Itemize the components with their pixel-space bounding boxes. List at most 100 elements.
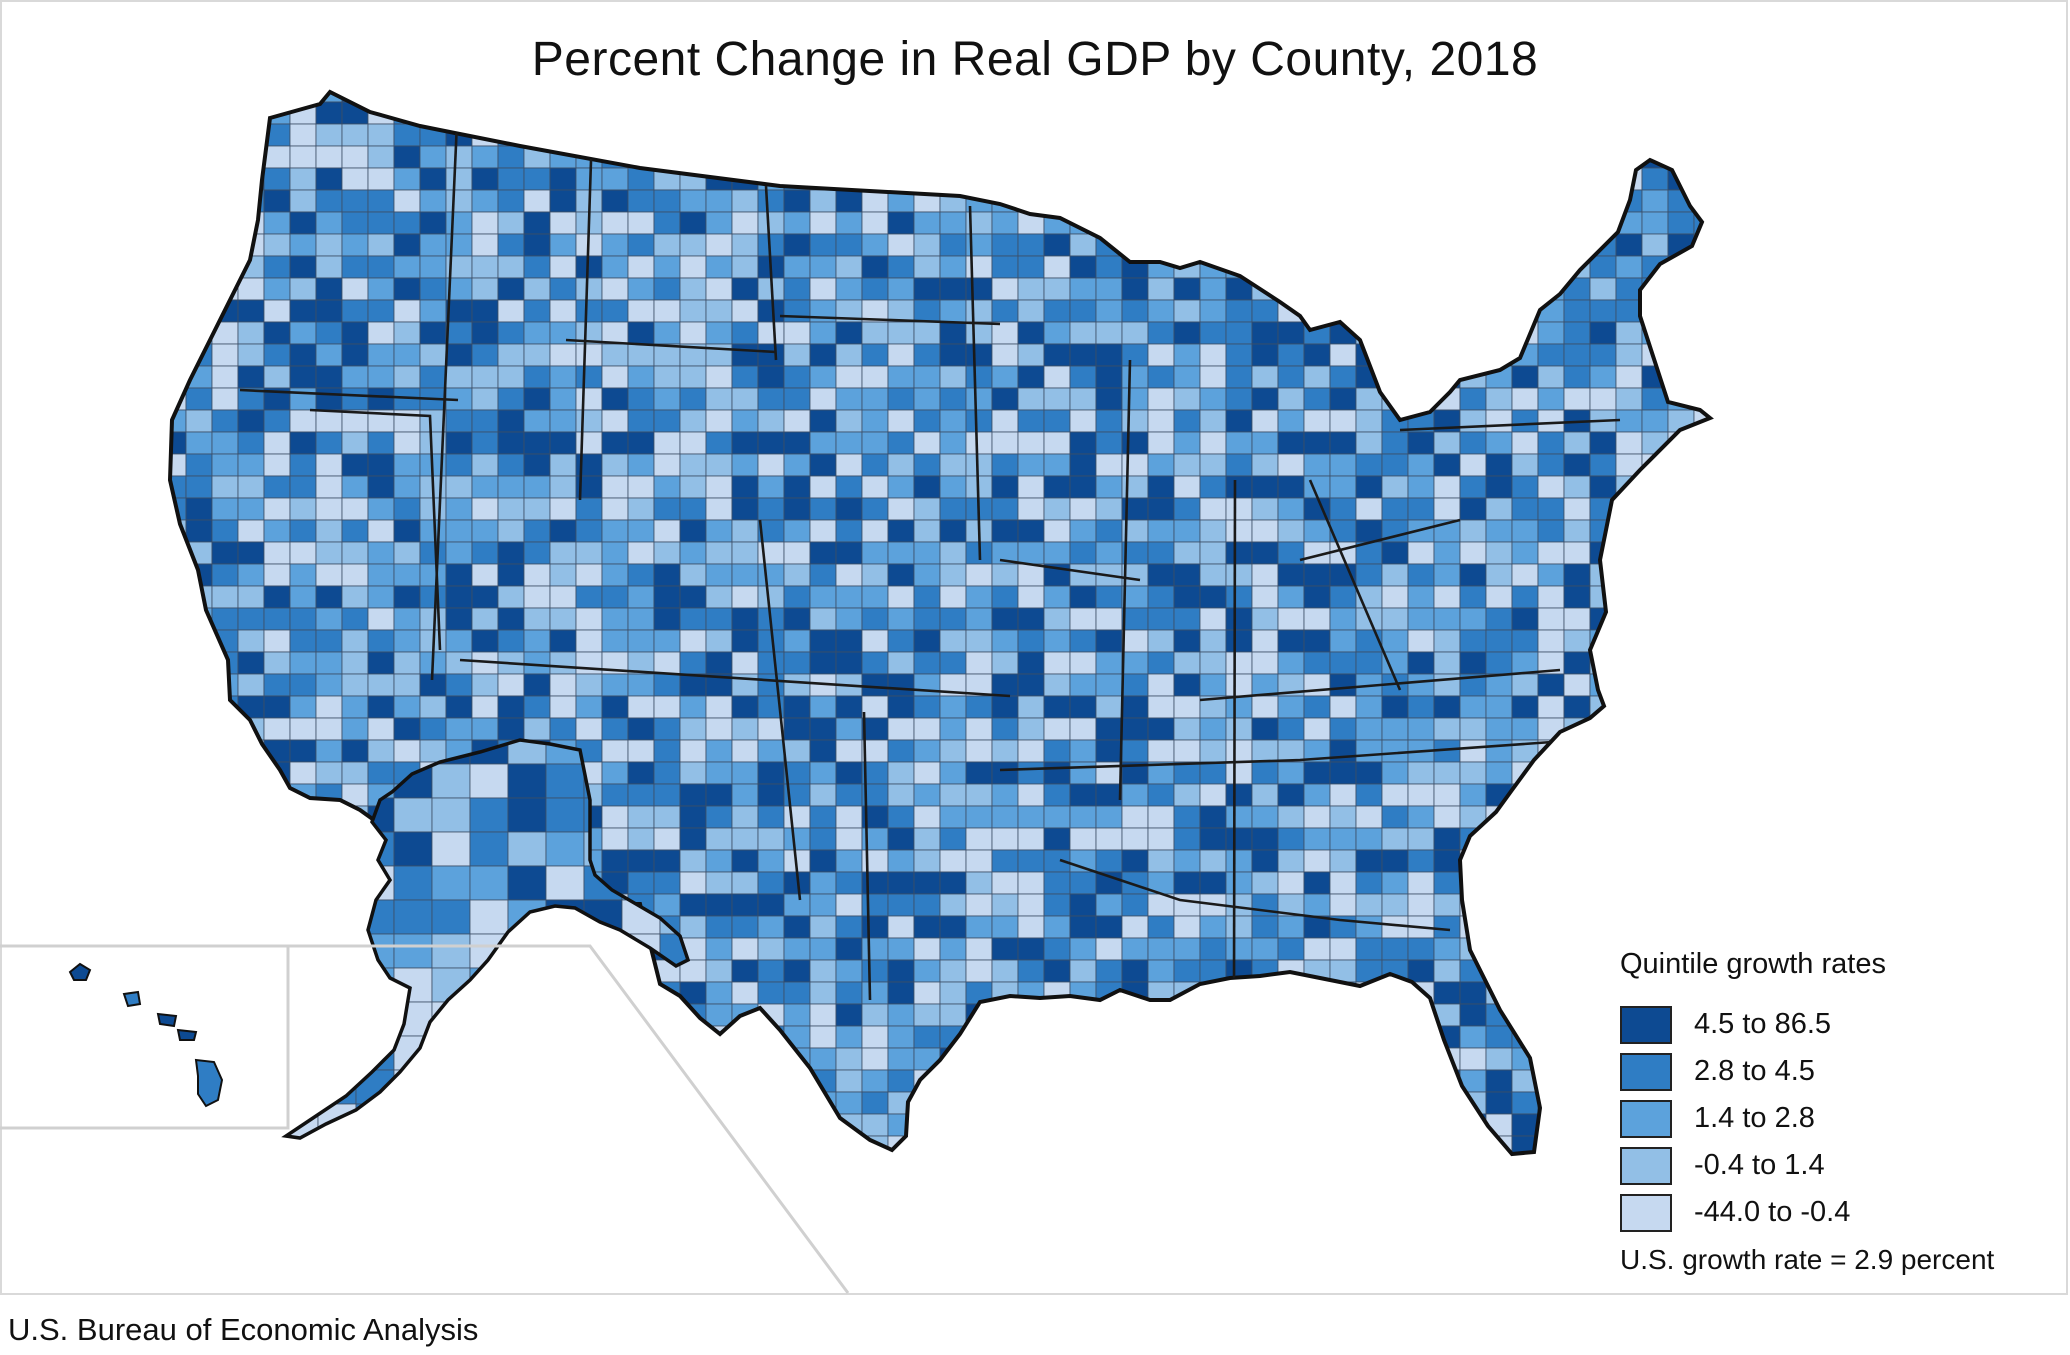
county-cell — [431, 763, 471, 799]
county-cell — [185, 92, 213, 103]
county-cell — [731, 343, 759, 367]
county-cell — [497, 167, 525, 191]
county-cell — [966, 1158, 992, 1180]
county-cell — [835, 453, 863, 477]
county-cell — [507, 763, 547, 799]
county-cell — [237, 607, 265, 631]
county-cell — [1433, 431, 1461, 455]
county-cell — [1433, 92, 1461, 103]
county-cell — [393, 519, 421, 543]
county-cell — [1277, 189, 1305, 213]
county-cell — [991, 233, 1019, 257]
county-cell — [627, 871, 655, 895]
county-cell — [263, 1091, 291, 1115]
county-cell — [549, 92, 577, 103]
county-cell — [211, 585, 239, 609]
county-cell — [367, 651, 395, 675]
county-cell — [1043, 233, 1071, 257]
county-cell — [1667, 915, 1695, 939]
county-cell — [549, 937, 577, 961]
county-cell — [1667, 343, 1695, 367]
county-cell — [1017, 563, 1045, 587]
county-cell — [1693, 475, 1710, 499]
county-cell — [991, 387, 1019, 411]
county-cell — [1173, 497, 1201, 521]
county-cell — [1017, 321, 1045, 345]
county-cell — [575, 1025, 603, 1049]
county-cell — [1147, 211, 1175, 235]
county-cell — [1485, 92, 1513, 103]
county-cell — [471, 453, 499, 477]
county-cell — [1277, 937, 1305, 961]
county-cell — [784, 1158, 810, 1180]
county-cell — [1459, 1047, 1487, 1071]
county-cell — [445, 673, 473, 697]
inset-borders — [0, 944, 850, 1294]
county-cell — [1277, 717, 1305, 741]
county-cell — [939, 299, 967, 323]
county-cell — [545, 797, 585, 833]
county-cell — [289, 497, 317, 521]
county-cell — [170, 343, 187, 367]
county-cell — [1043, 871, 1071, 895]
county-cell — [1563, 343, 1591, 367]
county-cell — [628, 1158, 654, 1180]
county-cell — [1069, 585, 1097, 609]
county-cell — [783, 695, 811, 719]
county-cell — [263, 563, 291, 587]
county-cell — [991, 299, 1019, 323]
county-cell — [939, 1091, 967, 1115]
county-cell — [1329, 937, 1357, 961]
county-cell — [497, 585, 525, 609]
county-cell — [1381, 629, 1409, 653]
county-cell — [809, 211, 837, 235]
county-cell — [471, 1003, 499, 1027]
county-cell — [1251, 629, 1279, 653]
county-cell — [211, 673, 239, 697]
county-cell — [1199, 475, 1227, 499]
county-cell — [1355, 145, 1383, 169]
county-cell — [1043, 431, 1071, 455]
county-cell — [575, 541, 603, 565]
county-cell — [731, 453, 759, 477]
county-cell — [1355, 563, 1383, 587]
county-cell — [939, 607, 967, 631]
county-cell — [523, 541, 551, 565]
county-cell — [1563, 695, 1591, 719]
county-cell — [627, 343, 655, 367]
county-cell — [1017, 629, 1045, 653]
county-cell — [523, 255, 551, 279]
county-cell — [1355, 1135, 1383, 1154]
county-cell — [1589, 123, 1617, 147]
county-cell — [341, 827, 369, 851]
county-cell — [170, 717, 187, 741]
county-cell — [1277, 695, 1305, 719]
county-cell — [185, 167, 213, 191]
county-cell — [627, 629, 655, 653]
county-cell — [170, 92, 187, 103]
county-cell — [1667, 607, 1695, 631]
county-cell — [445, 92, 473, 103]
county-cell — [237, 409, 265, 433]
county-cell — [1303, 629, 1331, 653]
county-cell — [1460, 1158, 1486, 1180]
county-cell — [1173, 1069, 1201, 1093]
county-cell — [1433, 915, 1461, 939]
county-cell — [419, 321, 447, 345]
county-cell — [627, 387, 655, 411]
county-cell — [1173, 915, 1201, 939]
county-cell — [1381, 1047, 1409, 1071]
county-cell — [913, 409, 941, 433]
county-cell — [705, 365, 733, 389]
county-cell — [939, 717, 967, 741]
county-cell — [1251, 299, 1279, 323]
county-cell — [289, 475, 317, 499]
county-cell — [1121, 145, 1149, 169]
county-cell — [1277, 915, 1305, 939]
county-cell — [991, 92, 1019, 103]
county-cell — [1147, 145, 1175, 169]
county-cell — [1589, 453, 1617, 477]
county-cell — [545, 1137, 585, 1138]
county-cell — [653, 849, 681, 873]
county-cell — [286, 967, 319, 1003]
